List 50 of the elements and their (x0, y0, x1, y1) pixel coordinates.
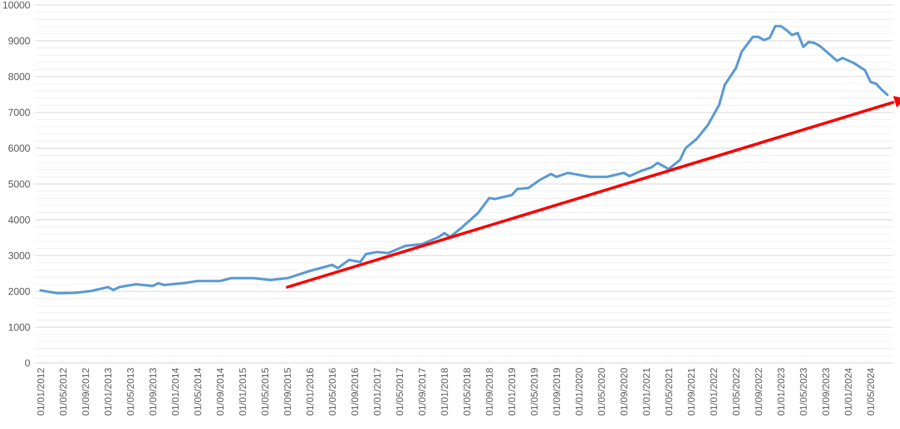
x-tick-label: 01/09/2020 (620, 368, 628, 416)
y-tick-label: 2000 (8, 288, 30, 295)
x-tick-label: 01/09/2019 (553, 368, 560, 416)
x-tick-label: 01/01/2019 (508, 368, 516, 416)
x-tick-label: 01/05/2015 (261, 368, 268, 416)
x-tick-label: 01/01/2024 (844, 368, 852, 416)
x-tick-label: 01/01/2015 (238, 368, 246, 416)
x-tick-label: 01/01/2013 (104, 368, 112, 416)
y-tick-label: 5000 (8, 180, 30, 188)
y-tick-label: 3000 (8, 252, 30, 260)
x-tick-label: 01/05/2024 (867, 368, 874, 416)
y-tick-label: 1000 (8, 324, 30, 331)
x-tick-label: 01/01/2016 (306, 368, 314, 416)
x-tick-label: 01/05/2013 (126, 368, 134, 416)
x-tick-label: 01/05/2018 (463, 368, 470, 416)
x-tick-label: 01/05/2017 (396, 368, 404, 416)
x-tick-label: 01/09/2015 (284, 368, 291, 416)
x-tick-label: 01/01/2021 (642, 368, 650, 416)
y-tick-label: 7000 (8, 108, 30, 116)
x-tick-label: 01/09/2017 (418, 368, 426, 416)
x-tick-label: 01/01/2014 (172, 368, 179, 416)
x-tick-label: 01/05/2014 (194, 368, 202, 416)
x-tick-label: 01/09/2021 (688, 368, 695, 416)
x-tick-label: 01/01/2023 (777, 368, 784, 416)
x-tick-label: 01/05/2022 (732, 368, 740, 416)
y-tick-label: 10000 (3, 1, 30, 9)
x-tick-label: 01/09/2023 (822, 368, 830, 416)
x-tick-label: 01/01/2018 (440, 368, 448, 416)
x-tick-label: 01/01/2022 (710, 368, 718, 416)
x-tick-label: 01/01/2017 (374, 368, 381, 416)
x-tick-label: 01/09/2012 (82, 368, 89, 416)
x-tick-label: 01/05/2020 (598, 368, 605, 416)
x-tick-label: 01/05/2019 (530, 368, 538, 416)
x-tick-label: 01/05/2016 (328, 368, 336, 416)
y-tick-label: 8000 (8, 73, 30, 80)
x-tick-label: 01/09/2013 (149, 368, 156, 416)
line-series (39, 24, 889, 294)
x-tick-label: 01/05/2021 (665, 368, 672, 416)
x-tick-label: 01/05/2023 (800, 368, 807, 416)
x-tick-label: 01/01/2012 (37, 368, 44, 416)
y-tick-label: 6000 (8, 144, 30, 152)
y-tick-label: 0 (25, 359, 30, 367)
y-tick-label: 4000 (8, 216, 30, 224)
x-tick-label: 01/09/2018 (486, 368, 493, 416)
x-tick-label: 01/05/2012 (60, 368, 67, 416)
x-tick-label: 01/09/2014 (216, 368, 224, 416)
x-tick-label: 01/01/2020 (575, 368, 582, 416)
y-tick-label: 9000 (8, 37, 30, 44)
x-tick-label: 01/09/2022 (754, 368, 762, 416)
x-tick-label: 01/09/2016 (351, 368, 358, 416)
